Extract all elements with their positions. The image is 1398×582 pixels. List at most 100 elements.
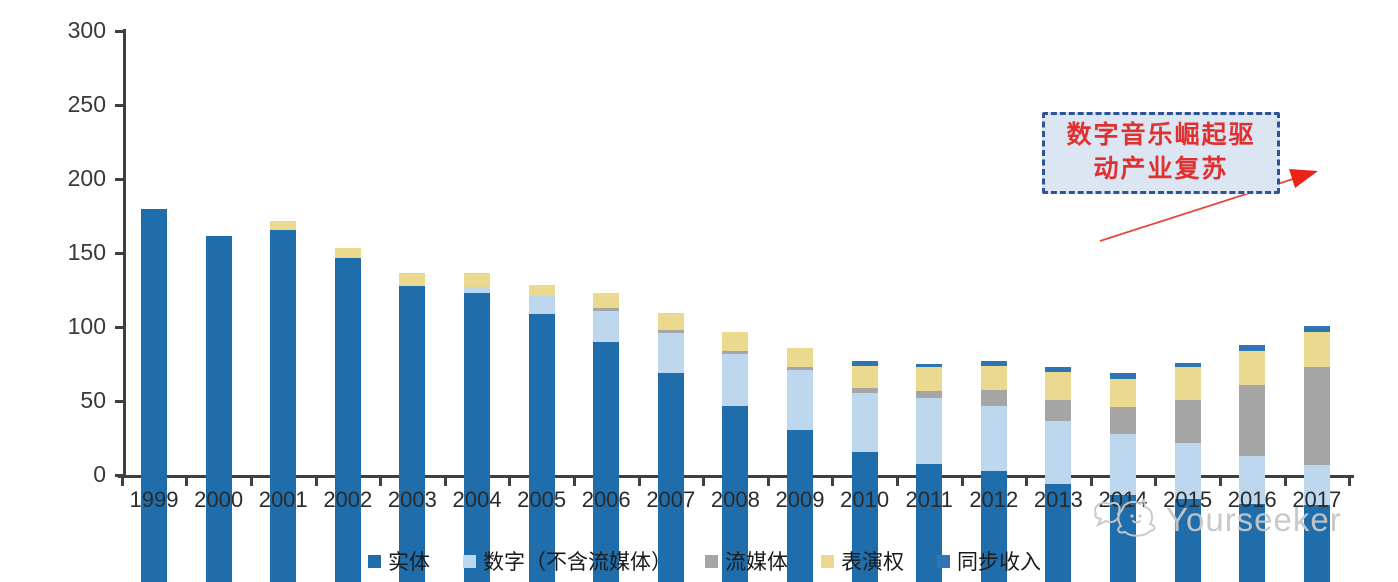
bar-segment-实体 xyxy=(334,257,361,582)
bar-segment-数字（不含流媒体） xyxy=(1110,434,1136,495)
x-tick-label: 2010 xyxy=(840,487,890,512)
x-tick-mark xyxy=(637,478,641,486)
stacked-bar-2007 xyxy=(657,107,684,582)
legend-swatch-icon xyxy=(463,554,476,568)
bar-segment-同步收入 xyxy=(916,364,943,368)
legend-label: 实体 xyxy=(388,550,430,574)
bar-segment-数字（不含流媒体） xyxy=(787,370,813,430)
legend-swatch-icon xyxy=(368,554,381,568)
y-tick-label: 50 xyxy=(80,387,106,413)
y-tick-mark xyxy=(115,400,124,403)
bar-segment-数字（不含流媒体） xyxy=(1045,420,1072,485)
bar-segment-同步收入 xyxy=(980,361,1007,366)
bar-segment-流媒体 xyxy=(851,388,878,393)
x-tick-label: 2000 xyxy=(194,487,244,512)
y-tick-mark xyxy=(115,178,124,181)
x-tick-mark xyxy=(185,478,189,486)
y-tick-label: 150 xyxy=(67,239,106,265)
bar-segment-流媒体 xyxy=(1303,367,1330,466)
x-tick-label: 1999 xyxy=(129,487,179,512)
bar-segment-表演权 xyxy=(399,272,426,286)
bar-segment-流媒体 xyxy=(787,367,813,371)
bar-segment-表演权 xyxy=(851,365,878,389)
annotation-box: 数字音乐崛起驱 动产业复苏 xyxy=(1042,112,1280,194)
bar-segment-实体 xyxy=(1239,503,1266,582)
y-tick-mark xyxy=(115,326,124,329)
bar-segment-表演权 xyxy=(334,247,361,258)
x-tick-label: 2005 xyxy=(517,487,567,512)
x-tick-mark xyxy=(120,478,124,486)
x-tick-label: 2011 xyxy=(905,487,953,512)
legend-swatch-icon xyxy=(705,554,718,568)
stacked-bar-2016 xyxy=(1239,107,1266,582)
bar-segment-表演权 xyxy=(528,284,555,297)
bar-segment-数字（不含流媒体） xyxy=(980,405,1007,471)
legend-label: 数字（不含流媒体） xyxy=(483,550,672,574)
bar-segment-流媒体 xyxy=(657,330,684,334)
bar-segment-实体 xyxy=(1303,505,1330,582)
x-tick-label: 2016 xyxy=(1227,487,1277,512)
stacked-bar-2006 xyxy=(593,107,620,582)
y-tick-label: 200 xyxy=(67,165,106,191)
bar-segment-实体 xyxy=(1045,484,1072,582)
stacked-bar-2012 xyxy=(980,107,1007,582)
legend-item-数字（不含流媒体）: 数字（不含流媒体） xyxy=(463,546,672,576)
x-tick-mark xyxy=(314,478,318,486)
bar-segment-实体 xyxy=(657,373,684,582)
x-tick-mark xyxy=(831,478,835,486)
bar-segment-数字（不含流媒体） xyxy=(657,333,684,374)
x-tick-mark xyxy=(960,478,964,486)
bar-segment-表演权 xyxy=(593,293,620,309)
x-tick-mark xyxy=(1348,478,1352,486)
bar-segment-流媒体 xyxy=(1110,407,1136,434)
y-tick-mark xyxy=(115,474,124,477)
bar-segment-表演权 xyxy=(1110,379,1136,408)
x-tick-label: 2015 xyxy=(1163,487,1213,512)
legend-label: 表演权 xyxy=(841,550,904,574)
bar-segment-流媒体 xyxy=(1174,399,1201,443)
stacked-bar-2002 xyxy=(334,107,361,582)
bar-segment-数字（不含流媒体） xyxy=(464,287,490,294)
bar-segment-实体 xyxy=(787,429,813,582)
bar-segment-同步收入 xyxy=(1239,345,1266,352)
watermark: Yourseeker xyxy=(1088,496,1342,544)
x-tick-mark xyxy=(379,478,383,486)
x-tick-mark xyxy=(1154,478,1158,486)
stacked-bar-1999 xyxy=(141,107,167,582)
bar-segment-表演权 xyxy=(980,365,1007,390)
bar-segment-表演权 xyxy=(1303,331,1330,368)
bar-segment-同步收入 xyxy=(1174,362,1201,368)
bar-segment-实体 xyxy=(270,229,297,582)
x-tick-mark xyxy=(1089,478,1093,486)
bar-segment-表演权 xyxy=(270,220,297,230)
x-tick-label: 2002 xyxy=(323,487,373,512)
bar-segment-实体 xyxy=(593,342,620,582)
bar-segment-数字（不含流媒体） xyxy=(1303,465,1330,506)
bar-segment-实体 xyxy=(528,314,555,582)
y-tick-mark xyxy=(115,104,124,107)
bar-segment-数字（不含流媒体） xyxy=(528,296,555,315)
y-tick-mark xyxy=(115,30,124,33)
bar-segment-流媒体 xyxy=(916,391,943,399)
bar-segment-同步收入 xyxy=(1303,325,1330,332)
x-tick-label: 2009 xyxy=(775,487,825,512)
legend-swatch-icon xyxy=(937,554,950,568)
annotation-text-line2: 动产业复苏 xyxy=(1093,156,1229,183)
bar-segment-表演权 xyxy=(787,348,813,368)
x-tick-mark xyxy=(443,478,447,486)
stacked-bar-2004 xyxy=(464,107,490,582)
watermark-text: Yourseeker xyxy=(1166,501,1342,538)
yourseeker-logo-icon xyxy=(1094,497,1156,537)
y-tick-mark xyxy=(115,252,124,255)
stacked-bar-2009 xyxy=(787,107,813,582)
legend-item-同步收入: 同步收入 xyxy=(937,546,1041,576)
y-axis xyxy=(123,29,126,477)
y-tick-label: 250 xyxy=(67,91,106,117)
x-tick-label: 2001 xyxy=(258,487,308,512)
x-tick-label: 2006 xyxy=(581,487,631,512)
stacked-bar-2008 xyxy=(722,107,749,582)
legend-label: 流媒体 xyxy=(725,550,788,574)
x-tick-label: 2017 xyxy=(1292,487,1342,512)
bar-segment-实体 xyxy=(722,405,749,582)
